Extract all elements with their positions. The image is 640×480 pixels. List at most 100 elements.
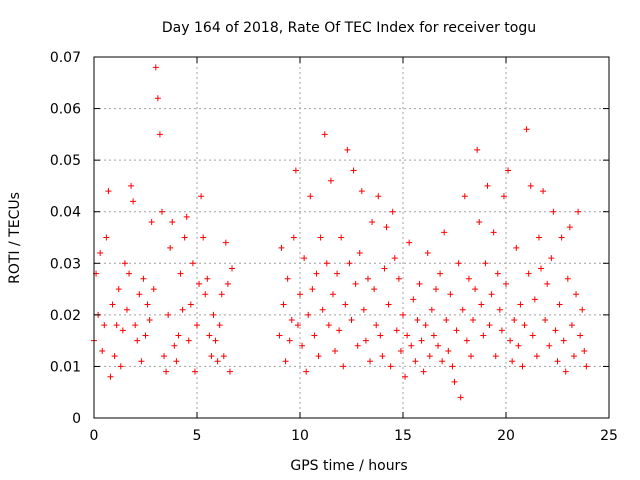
data-point <box>278 244 285 251</box>
data-point <box>189 260 196 267</box>
data-point <box>470 317 477 324</box>
data-point <box>517 301 524 308</box>
data-point <box>426 353 433 360</box>
data-point <box>198 193 205 200</box>
data-point <box>486 322 493 329</box>
data-point <box>457 394 464 401</box>
data-point <box>204 275 211 282</box>
data-point <box>447 291 454 298</box>
x-axis-label: GPS time / hours <box>290 458 407 474</box>
data-point <box>573 291 580 298</box>
data-point <box>416 280 423 287</box>
data-point <box>476 219 483 226</box>
data-point <box>478 301 485 308</box>
data-point <box>535 234 542 241</box>
data-point <box>175 332 182 339</box>
data-point <box>560 337 567 344</box>
data-point <box>187 301 194 308</box>
data-point <box>177 270 184 277</box>
data-point <box>317 234 324 241</box>
y-tick-label: 0 <box>72 411 81 427</box>
data-points <box>91 64 590 401</box>
data-point <box>364 275 371 282</box>
data-point <box>527 182 534 189</box>
data-point <box>107 373 114 380</box>
data-point <box>533 353 540 360</box>
data-point <box>546 342 553 349</box>
data-point <box>286 337 293 344</box>
data-point <box>373 322 380 329</box>
data-point <box>375 193 382 200</box>
data-point <box>113 322 120 329</box>
data-point <box>566 224 573 231</box>
data-point <box>455 260 462 267</box>
data-point <box>548 255 555 262</box>
x-tick-label: 5 <box>193 428 202 444</box>
data-point <box>214 358 221 365</box>
x-tick-label: 25 <box>600 428 618 444</box>
data-point <box>449 363 456 370</box>
data-point <box>467 353 474 360</box>
data-point <box>381 265 388 272</box>
y-tick-labels: 0 0.01 0.02 0.03 0.04 0.05 0.06 0.07 <box>50 50 81 427</box>
data-point <box>360 306 367 313</box>
data-point <box>554 358 561 365</box>
data-point <box>352 280 359 287</box>
data-point <box>496 306 503 313</box>
data-point <box>171 342 178 349</box>
data-point <box>583 363 590 370</box>
data-point <box>342 301 349 308</box>
data-point <box>367 358 374 365</box>
data-point <box>490 229 497 236</box>
data-point <box>511 317 518 324</box>
data-point <box>412 358 419 365</box>
data-point <box>111 353 118 360</box>
data-point <box>420 368 427 375</box>
data-point <box>297 291 303 298</box>
data-point <box>309 286 316 293</box>
data-point <box>220 353 227 360</box>
data-point <box>558 234 565 241</box>
y-tick-label: 0.07 <box>50 50 81 66</box>
data-point <box>126 270 133 277</box>
data-point <box>208 353 215 360</box>
data-point <box>103 234 110 241</box>
data-point <box>97 249 104 256</box>
data-point <box>414 317 421 324</box>
x-tick-label: 0 <box>90 428 99 444</box>
data-point <box>515 342 522 349</box>
data-point <box>115 286 122 293</box>
data-point <box>439 358 446 365</box>
data-point <box>346 260 353 267</box>
data-point <box>509 358 516 365</box>
data-point <box>348 317 355 324</box>
data-point <box>294 322 301 329</box>
data-point <box>132 322 139 329</box>
data-point <box>395 275 402 282</box>
data-point <box>200 234 207 241</box>
data-point <box>185 337 192 344</box>
data-point <box>362 337 369 344</box>
data-point <box>117 363 124 370</box>
data-point <box>525 270 532 277</box>
data-point <box>356 249 363 256</box>
data-point <box>542 317 549 324</box>
data-point <box>276 332 283 339</box>
data-point <box>503 280 509 287</box>
data-point <box>531 296 538 303</box>
data-point <box>492 353 499 360</box>
data-point <box>500 193 507 200</box>
data-point <box>393 327 400 334</box>
data-point <box>385 301 392 308</box>
data-point <box>332 347 339 354</box>
data-point <box>387 363 394 370</box>
data-point <box>226 368 233 375</box>
data-point <box>340 363 347 370</box>
x-tick-label: 10 <box>291 428 309 444</box>
data-point <box>371 286 378 293</box>
data-point <box>397 347 404 354</box>
x-tick-label: 20 <box>497 428 515 444</box>
data-point <box>142 332 149 339</box>
data-point <box>484 182 491 189</box>
